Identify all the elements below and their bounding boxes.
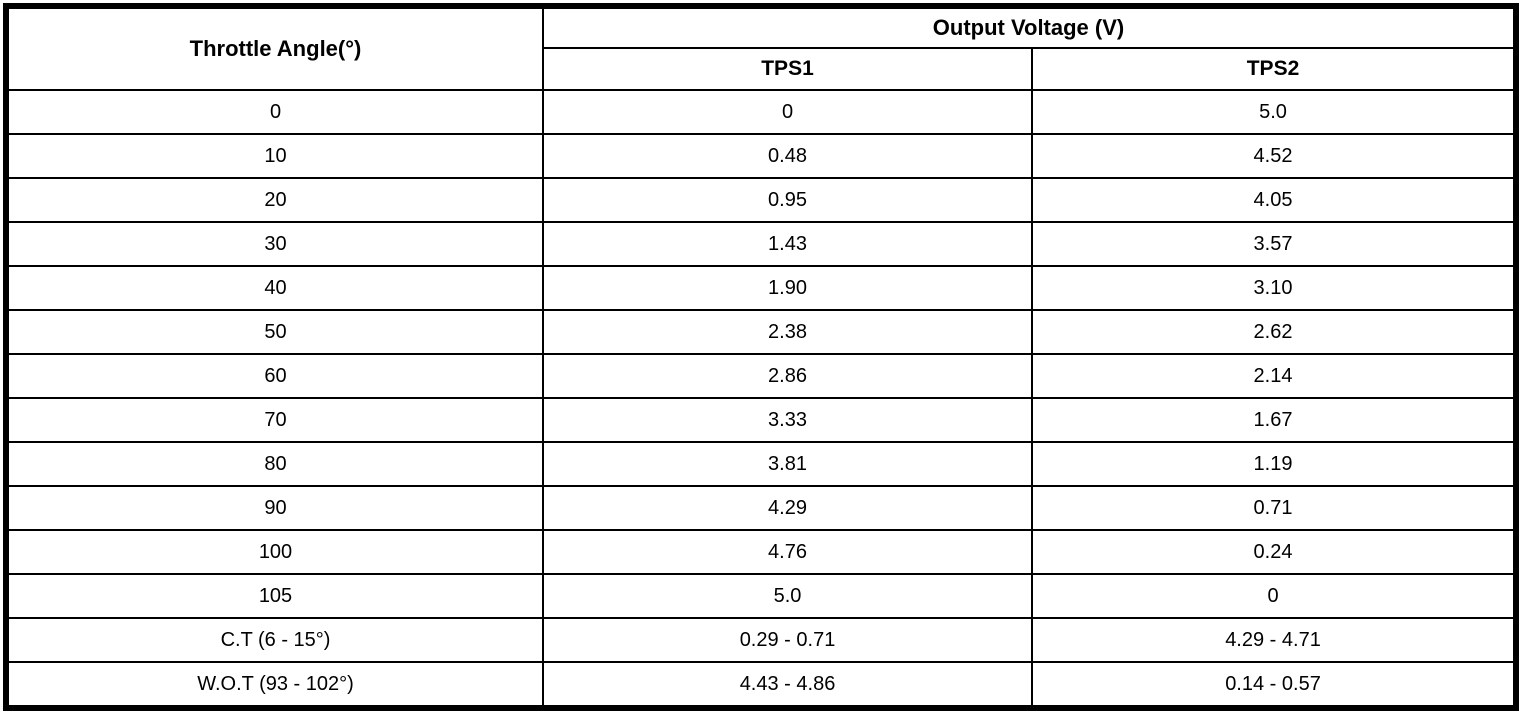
angle-cell: 0 — [5, 89, 544, 135]
tps2-cell: 4.05 — [1031, 177, 1517, 223]
table-row: 70 3.33 1.67 — [5, 397, 1517, 443]
angle-cell: 80 — [5, 441, 544, 487]
tps1-cell: 1.90 — [542, 265, 1033, 311]
table-row: 100 4.76 0.24 — [5, 529, 1517, 575]
tps2-cell: 3.57 — [1031, 221, 1517, 267]
tps2-cell: 1.19 — [1031, 441, 1517, 487]
tps-voltage-table-container: Throttle Angle(°) Output Voltage (V) TPS… — [3, 3, 1519, 711]
output-voltage-group-header: Output Voltage (V) — [542, 5, 1517, 49]
table-row: 80 3.81 1.19 — [5, 441, 1517, 487]
angle-cell: 70 — [5, 397, 544, 443]
table-row: 90 4.29 0.71 — [5, 485, 1517, 531]
tps2-cell: 2.14 — [1031, 353, 1517, 399]
tps-voltage-table: Throttle Angle(°) Output Voltage (V) TPS… — [3, 3, 1519, 711]
tps1-column-header: TPS1 — [542, 47, 1033, 91]
angle-cell: 90 — [5, 485, 544, 531]
angle-cell: C.T (6 - 15°) — [5, 617, 544, 663]
header-row-sub: TPS1 TPS2 — [6, 47, 1517, 91]
angle-cell: 100 — [5, 529, 544, 575]
tps1-cell: 0.48 — [542, 133, 1033, 179]
tps1-cell: 2.38 — [542, 309, 1033, 355]
table-row: 105 5.0 0 — [5, 573, 1517, 619]
tps1-cell: 5.0 — [542, 573, 1033, 619]
tps2-cell: 4.29 - 4.71 — [1031, 617, 1517, 663]
angle-cell: 20 — [5, 177, 544, 223]
table-row-wide-open-throttle: W.O.T (93 - 102°) 4.43 - 4.86 0.14 - 0.5… — [5, 661, 1517, 709]
tps1-cell: 4.76 — [542, 529, 1033, 575]
tps1-cell: 3.33 — [542, 397, 1033, 443]
angle-cell: 30 — [5, 221, 544, 267]
table-row: 50 2.38 2.62 — [5, 309, 1517, 355]
tps2-cell: 5.0 — [1031, 89, 1517, 135]
tps2-cell: 1.67 — [1031, 397, 1517, 443]
table-row: 60 2.86 2.14 — [5, 353, 1517, 399]
tps2-cell: 0.14 - 0.57 — [1031, 661, 1517, 709]
tps1-cell: 4.43 - 4.86 — [542, 661, 1033, 709]
tps1-cell: 3.81 — [542, 441, 1033, 487]
tps1-cell: 0.95 — [542, 177, 1033, 223]
angle-cell: 60 — [5, 353, 544, 399]
angle-cell: W.O.T (93 - 102°) — [5, 661, 544, 709]
table-row: 30 1.43 3.57 — [5, 221, 1517, 267]
angle-cell: 50 — [5, 309, 544, 355]
tps2-column-header: TPS2 — [1031, 47, 1517, 91]
throttle-angle-header: Throttle Angle(°) — [5, 5, 544, 91]
angle-cell: 10 — [5, 133, 544, 179]
tps2-cell: 4.52 — [1031, 133, 1517, 179]
tps1-cell: 4.29 — [542, 485, 1033, 531]
table-row: 40 1.90 3.10 — [5, 265, 1517, 311]
tps1-cell: 0.29 - 0.71 — [542, 617, 1033, 663]
tps1-cell: 1.43 — [542, 221, 1033, 267]
table-row: 10 0.48 4.52 — [5, 133, 1517, 179]
table-row: 0 0 5.0 — [5, 89, 1517, 135]
tps2-cell: 0.24 — [1031, 529, 1517, 575]
table-row: 20 0.95 4.05 — [5, 177, 1517, 223]
table-row-closed-throttle: C.T (6 - 15°) 0.29 - 0.71 4.29 - 4.71 — [5, 617, 1517, 663]
angle-cell: 105 — [5, 573, 544, 619]
tps2-cell: 0 — [1031, 573, 1517, 619]
angle-cell: 40 — [5, 265, 544, 311]
header-row-group: Throttle Angle(°) Output Voltage (V) — [5, 5, 1517, 91]
tps2-cell: 2.62 — [1031, 309, 1517, 355]
tps1-cell: 0 — [542, 89, 1033, 135]
tps1-cell: 2.86 — [542, 353, 1033, 399]
tps2-cell: 3.10 — [1031, 265, 1517, 311]
tps2-cell: 0.71 — [1031, 485, 1517, 531]
